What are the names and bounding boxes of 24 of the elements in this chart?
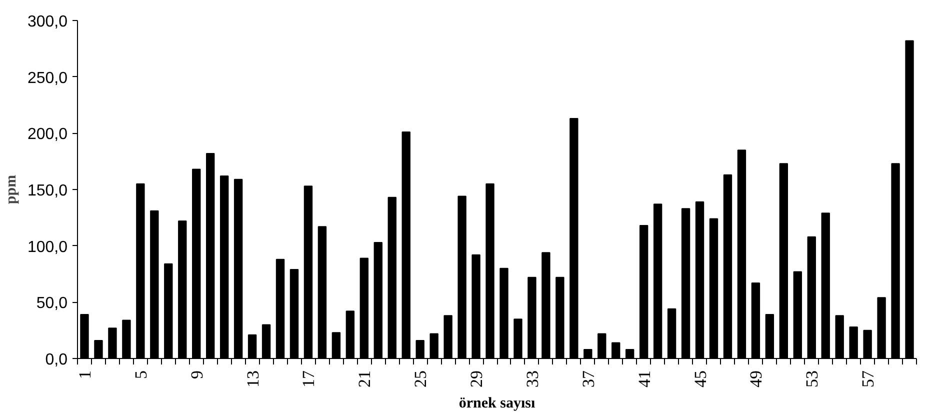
y-tick-label: 50,0 [36,295,68,312]
y-tick-label: 0,0 [45,352,68,368]
x-tick-label: 17 [299,370,318,388]
x-tick-label: 41 [634,370,654,388]
x-tick-label: 53 [802,370,822,388]
x-tick-label: 49 [746,370,766,388]
x-tick-label: 29 [467,370,486,388]
x-tick-label: 21 [355,370,374,388]
x-axis-title: örnek sayısı [458,396,536,412]
x-tick-label: 9 [187,370,206,379]
x-tick-label: 13 [243,370,262,388]
y-tick-label: 300,0 [27,14,68,30]
x-tick-label: 5 [131,370,150,379]
x-tick-label: 37 [578,370,598,388]
y-tick-label: 200,0 [27,126,68,144]
y-tick-label: 150,0 [27,182,68,200]
y-tick-label: 250,0 [27,70,68,87]
x-tick-label: 57 [858,370,878,388]
x-tick-label: 25 [411,370,430,388]
x-tick-label: 1 [75,370,94,379]
x-tick-label: 33 [522,370,542,388]
x-tick-label: 45 [690,370,710,388]
y-tick-label: 100,0 [27,238,68,256]
y-axis-title: ppm [3,174,20,204]
